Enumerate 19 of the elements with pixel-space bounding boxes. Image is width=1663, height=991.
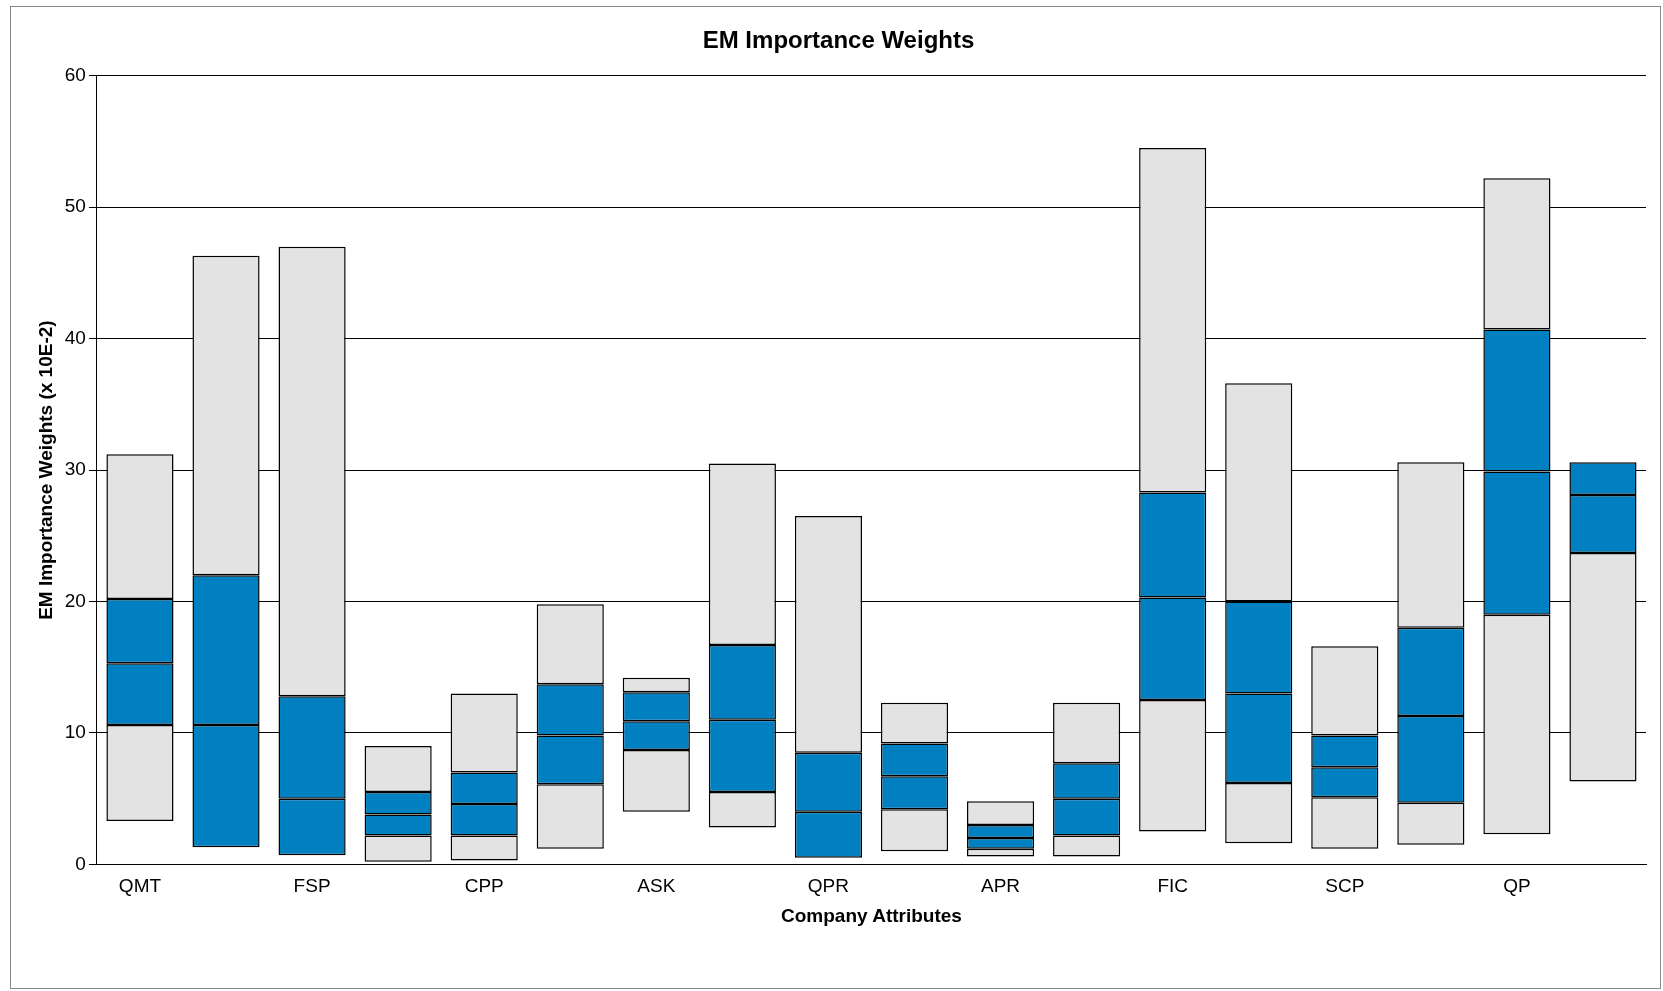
x-tick-label: SCP bbox=[1325, 875, 1365, 897]
x-tick-label: FIC bbox=[1157, 875, 1188, 897]
x-tick-label: QP bbox=[1503, 875, 1531, 897]
x-tick-label: QMT bbox=[118, 875, 162, 897]
y-axis-title: EM Importance Weights (x 10E-2) bbox=[34, 320, 56, 620]
x-tick-label: CPP bbox=[464, 875, 504, 897]
y-tick-label: 0 bbox=[75, 852, 86, 874]
y-tick-label: 50 bbox=[64, 195, 86, 217]
y-tick-label: 30 bbox=[64, 458, 86, 480]
x-tick-label: QPR bbox=[807, 875, 850, 897]
x-tick-label: ASK bbox=[637, 875, 676, 897]
x-axis-title: Company Attributes bbox=[781, 904, 962, 926]
y-tick-label: 40 bbox=[64, 326, 86, 348]
x-tick-label: FSP bbox=[293, 875, 331, 897]
y-tick-label: 10 bbox=[64, 721, 86, 743]
x-tick-label: APR bbox=[981, 875, 1021, 897]
y-tick-label: 20 bbox=[64, 589, 86, 611]
y-tick-label: 60 bbox=[64, 64, 86, 86]
chart-title: EM Importance Weights bbox=[702, 26, 975, 54]
